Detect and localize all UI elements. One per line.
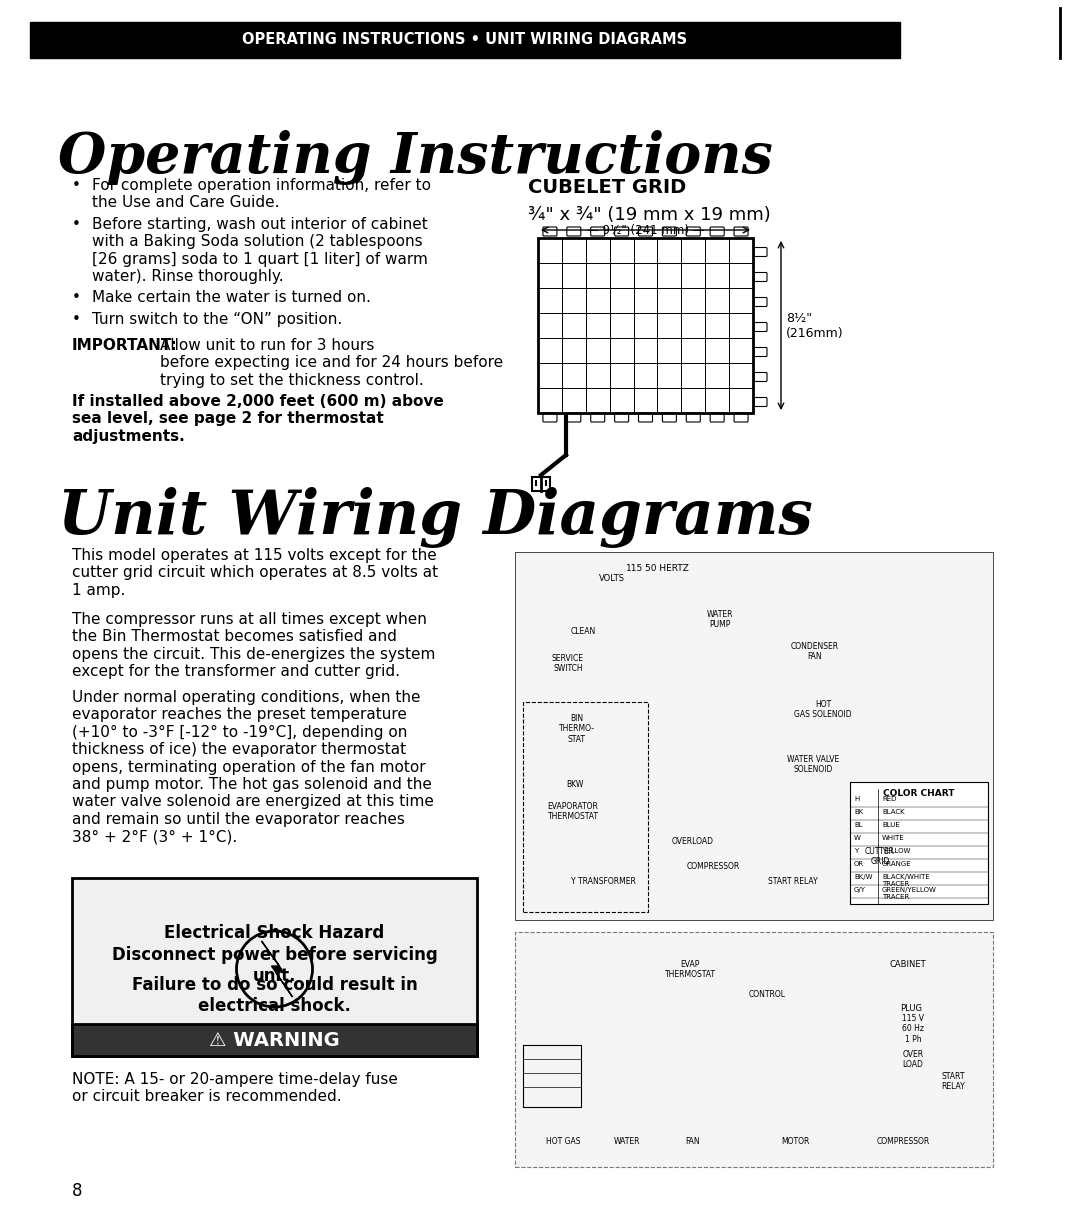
Polygon shape	[261, 941, 293, 997]
Text: CLEAN: CLEAN	[570, 627, 596, 636]
Text: Under normal operating conditions, when the
evaporator reaches the preset temper: Under normal operating conditions, when …	[72, 690, 434, 844]
Text: Operating Instructions: Operating Instructions	[58, 130, 773, 185]
Text: If installed above 2,000 feet (600 m) above
sea level, see page 2 for thermostat: If installed above 2,000 feet (600 m) ab…	[72, 394, 444, 444]
Bar	[72, 1024, 477, 1056]
Text: Y: Y	[854, 848, 859, 854]
Text: START
RELAY: START RELAY	[941, 1072, 964, 1091]
Text: The compressor runs at all times except when
the Bin Thermostat becomes satisfie: The compressor runs at all times except …	[72, 611, 435, 679]
Bar	[515, 932, 993, 1167]
Text: MOTOR: MOTOR	[781, 1137, 809, 1146]
Text: OVER
LOAD: OVER LOAD	[903, 1050, 923, 1070]
Text: PLUG: PLUG	[900, 1005, 922, 1013]
Text: OPERATING INSTRUCTIONS • UNIT WIRING DIAGRAMS: OPERATING INSTRUCTIONS • UNIT WIRING DIA…	[242, 33, 688, 47]
Bar	[523, 702, 648, 912]
Text: HOT GAS: HOT GAS	[545, 1137, 580, 1146]
Text: 115 V
60 Hz
1 Ph: 115 V 60 Hz 1 Ph	[902, 1014, 924, 1044]
Text: WATER: WATER	[613, 1137, 640, 1146]
Text: BLUE: BLUE	[882, 822, 900, 829]
Text: IMPORTANT:: IMPORTANT:	[72, 338, 178, 353]
Text: WATER VALVE
SOLENOID: WATER VALVE SOLENOID	[787, 755, 839, 774]
Text: This model operates at 115 volts except for the
cutter grid circuit which operat: This model operates at 115 volts except …	[72, 548, 438, 598]
Text: ¾" x ¾" (19 mm x 19 mm): ¾" x ¾" (19 mm x 19 mm)	[528, 206, 771, 224]
Text: •: •	[72, 217, 81, 232]
Text: CONTROL: CONTROL	[748, 990, 785, 999]
Text: 8½"
(216mm): 8½" (216mm)	[786, 311, 843, 340]
Text: OR: OR	[854, 861, 864, 867]
Text: FAN: FAN	[686, 1137, 700, 1146]
Text: EVAPORATOR
THERMOSTAT: EVAPORATOR THERMOSTAT	[548, 802, 598, 821]
Text: RED: RED	[882, 796, 896, 802]
Text: BLACK: BLACK	[882, 809, 905, 815]
Text: — 9½" (241 mm) —: — 9½" (241 mm) —	[586, 224, 704, 238]
Text: HOT
GAS SOLENOID: HOT GAS SOLENOID	[794, 699, 852, 720]
Text: W: W	[854, 835, 861, 841]
Text: Y TRANSFORMER: Y TRANSFORMER	[570, 877, 635, 886]
Text: For complete operation information, refer to
the Use and Care Guide.: For complete operation information, refe…	[92, 178, 431, 210]
Text: START RELAY: START RELAY	[768, 877, 818, 886]
Text: 8: 8	[72, 1182, 82, 1200]
Text: BL: BL	[854, 822, 863, 829]
Text: •: •	[72, 312, 81, 327]
Text: Allow unit to run for 3 hours
before expecting ice and for 24 hours before
tryin: Allow unit to run for 3 hours before exp…	[160, 338, 503, 388]
Text: Turn switch to the “ON” position.: Turn switch to the “ON” position.	[92, 312, 342, 327]
Text: NOTE: A 15- or 20-ampere time-delay fuse
or circuit breaker is recommended.: NOTE: A 15- or 20-ampere time-delay fuse…	[72, 1072, 397, 1105]
Text: GREEN/YELLOW
TRACER: GREEN/YELLOW TRACER	[882, 886, 936, 900]
Text: OVERLOAD: OVERLOAD	[672, 837, 714, 845]
Bar	[850, 781, 988, 904]
Text: VOLTS: VOLTS	[599, 574, 625, 582]
Text: 50 HERTZ: 50 HERTZ	[645, 564, 689, 573]
Text: BKW: BKW	[566, 780, 583, 789]
Text: G/Y: G/Y	[854, 886, 866, 892]
Text: BIN
THERMO-
STAT: BIN THERMO- STAT	[559, 714, 595, 744]
Text: COMPRESSOR: COMPRESSOR	[876, 1137, 930, 1146]
Text: CONDENSER
FAN: CONDENSER FAN	[791, 642, 839, 661]
Text: Electrical Shock Hazard: Electrical Shock Hazard	[164, 924, 384, 942]
Text: WATER
PUMP: WATER PUMP	[706, 610, 733, 630]
Text: Disconnect power before servicing
unit.: Disconnect power before servicing unit.	[111, 946, 437, 985]
Text: Failure to do so could result in
electrical shock.: Failure to do so could result in electri…	[132, 976, 417, 1014]
Bar	[30, 22, 900, 58]
Bar	[515, 552, 993, 920]
Text: BK/W: BK/W	[854, 874, 873, 880]
Text: COLOR CHART: COLOR CHART	[883, 789, 955, 798]
Text: ⚠ WARNING: ⚠ WARNING	[210, 1030, 340, 1049]
Bar	[523, 1046, 581, 1107]
Text: H: H	[854, 796, 860, 802]
Text: COMPRESSOR: COMPRESSOR	[687, 862, 740, 871]
Text: Unit Wiring Diagrams: Unit Wiring Diagrams	[58, 487, 813, 548]
Text: CABINET: CABINET	[890, 960, 927, 968]
Bar	[532, 478, 550, 491]
Text: YELLOW: YELLOW	[882, 848, 910, 854]
Text: 115: 115	[625, 564, 643, 573]
Text: EVAP
THERMOSTAT: EVAP THERMOSTAT	[664, 960, 715, 979]
Text: ORANGE: ORANGE	[882, 861, 912, 867]
Text: CUBELET GRID: CUBELET GRID	[528, 178, 686, 197]
Text: Make certain the water is turned on.: Make certain the water is turned on.	[92, 289, 370, 305]
Bar	[72, 878, 477, 1056]
Text: •: •	[72, 289, 81, 305]
Text: WHITE: WHITE	[882, 835, 905, 841]
Text: Before starting, wash out interior of cabinet
with a Baking Soda solution (2 tab: Before starting, wash out interior of ca…	[92, 217, 428, 285]
Bar	[538, 238, 753, 412]
Text: BLACK/WHITE
TRACER: BLACK/WHITE TRACER	[882, 874, 930, 886]
Text: •: •	[72, 178, 81, 193]
Text: SERVICE
SWITCH: SERVICE SWITCH	[552, 654, 584, 673]
Text: BK: BK	[854, 809, 863, 815]
Text: CUTTER
GRID: CUTTER GRID	[865, 847, 895, 866]
